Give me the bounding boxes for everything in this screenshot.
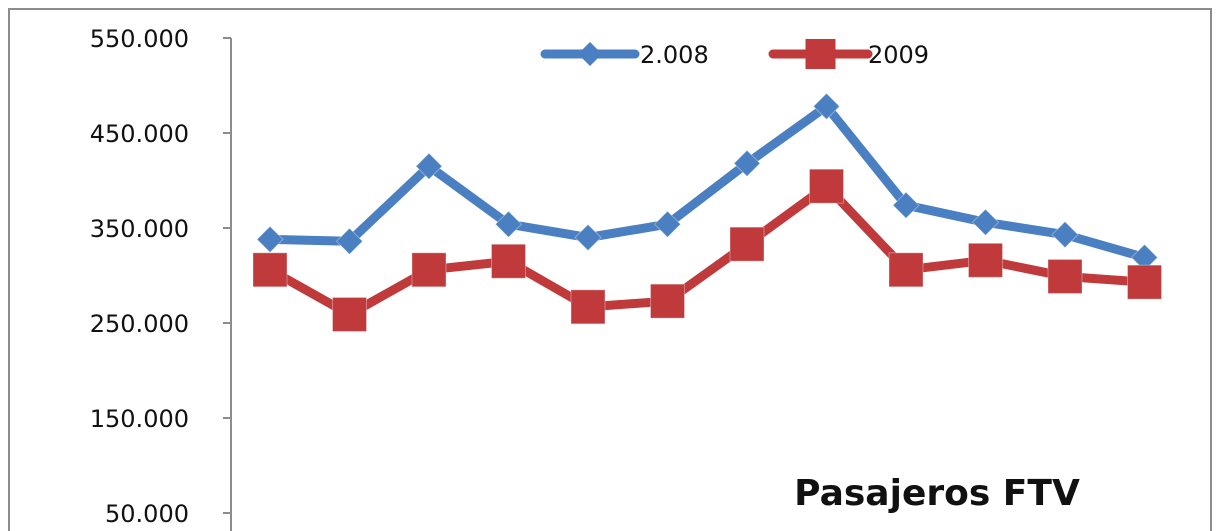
data-point — [574, 223, 602, 252]
y-tick-label: 50.000 — [105, 500, 189, 528]
data-point — [892, 191, 920, 219]
data-point — [733, 149, 761, 178]
legend: 2.008 2009 — [540, 39, 929, 69]
series-layer — [252, 92, 1162, 332]
data-point — [491, 243, 526, 279]
data-point — [415, 152, 443, 180]
data-point — [335, 227, 364, 256]
data-point — [809, 168, 844, 204]
chart-title: Pasajeros FTV — [794, 473, 1080, 514]
y-tick-label: 550.000 — [90, 25, 189, 53]
data-point — [653, 210, 682, 238]
axis-layer: 50.000 150.000 250.000 350.000 450.000 550.00… — [90, 25, 232, 531]
series-2 — [252, 168, 1162, 332]
data-point — [332, 296, 367, 332]
legend-label: 2.008 — [640, 41, 709, 69]
data-point — [1051, 220, 1079, 249]
data-point — [252, 252, 288, 288]
y-tick-label: 350.000 — [90, 215, 189, 243]
data-point — [256, 225, 284, 254]
legend-marker — [578, 42, 602, 66]
data-point — [1127, 264, 1162, 300]
data-point — [411, 252, 447, 288]
series-1 — [256, 92, 1159, 272]
data-point — [729, 226, 765, 262]
data-point — [1047, 258, 1083, 294]
legend-label: 2009 — [868, 41, 929, 69]
data-point — [494, 210, 523, 238]
data-point — [570, 289, 606, 325]
legend-marker — [805, 39, 836, 69]
data-point — [650, 283, 685, 319]
y-tick-label: 450.000 — [90, 120, 189, 148]
data-point — [888, 252, 924, 288]
data-point — [971, 208, 1000, 237]
data-point — [812, 92, 841, 121]
legend-item-2: 2009 — [768, 39, 929, 69]
series-line — [265, 101, 1149, 262]
legend-item-1: 2.008 — [540, 41, 709, 69]
y-tick-label: 250.000 — [90, 310, 189, 338]
y-tick-label: 150.000 — [90, 405, 189, 433]
data-point — [968, 242, 1003, 278]
series-line — [265, 181, 1149, 319]
